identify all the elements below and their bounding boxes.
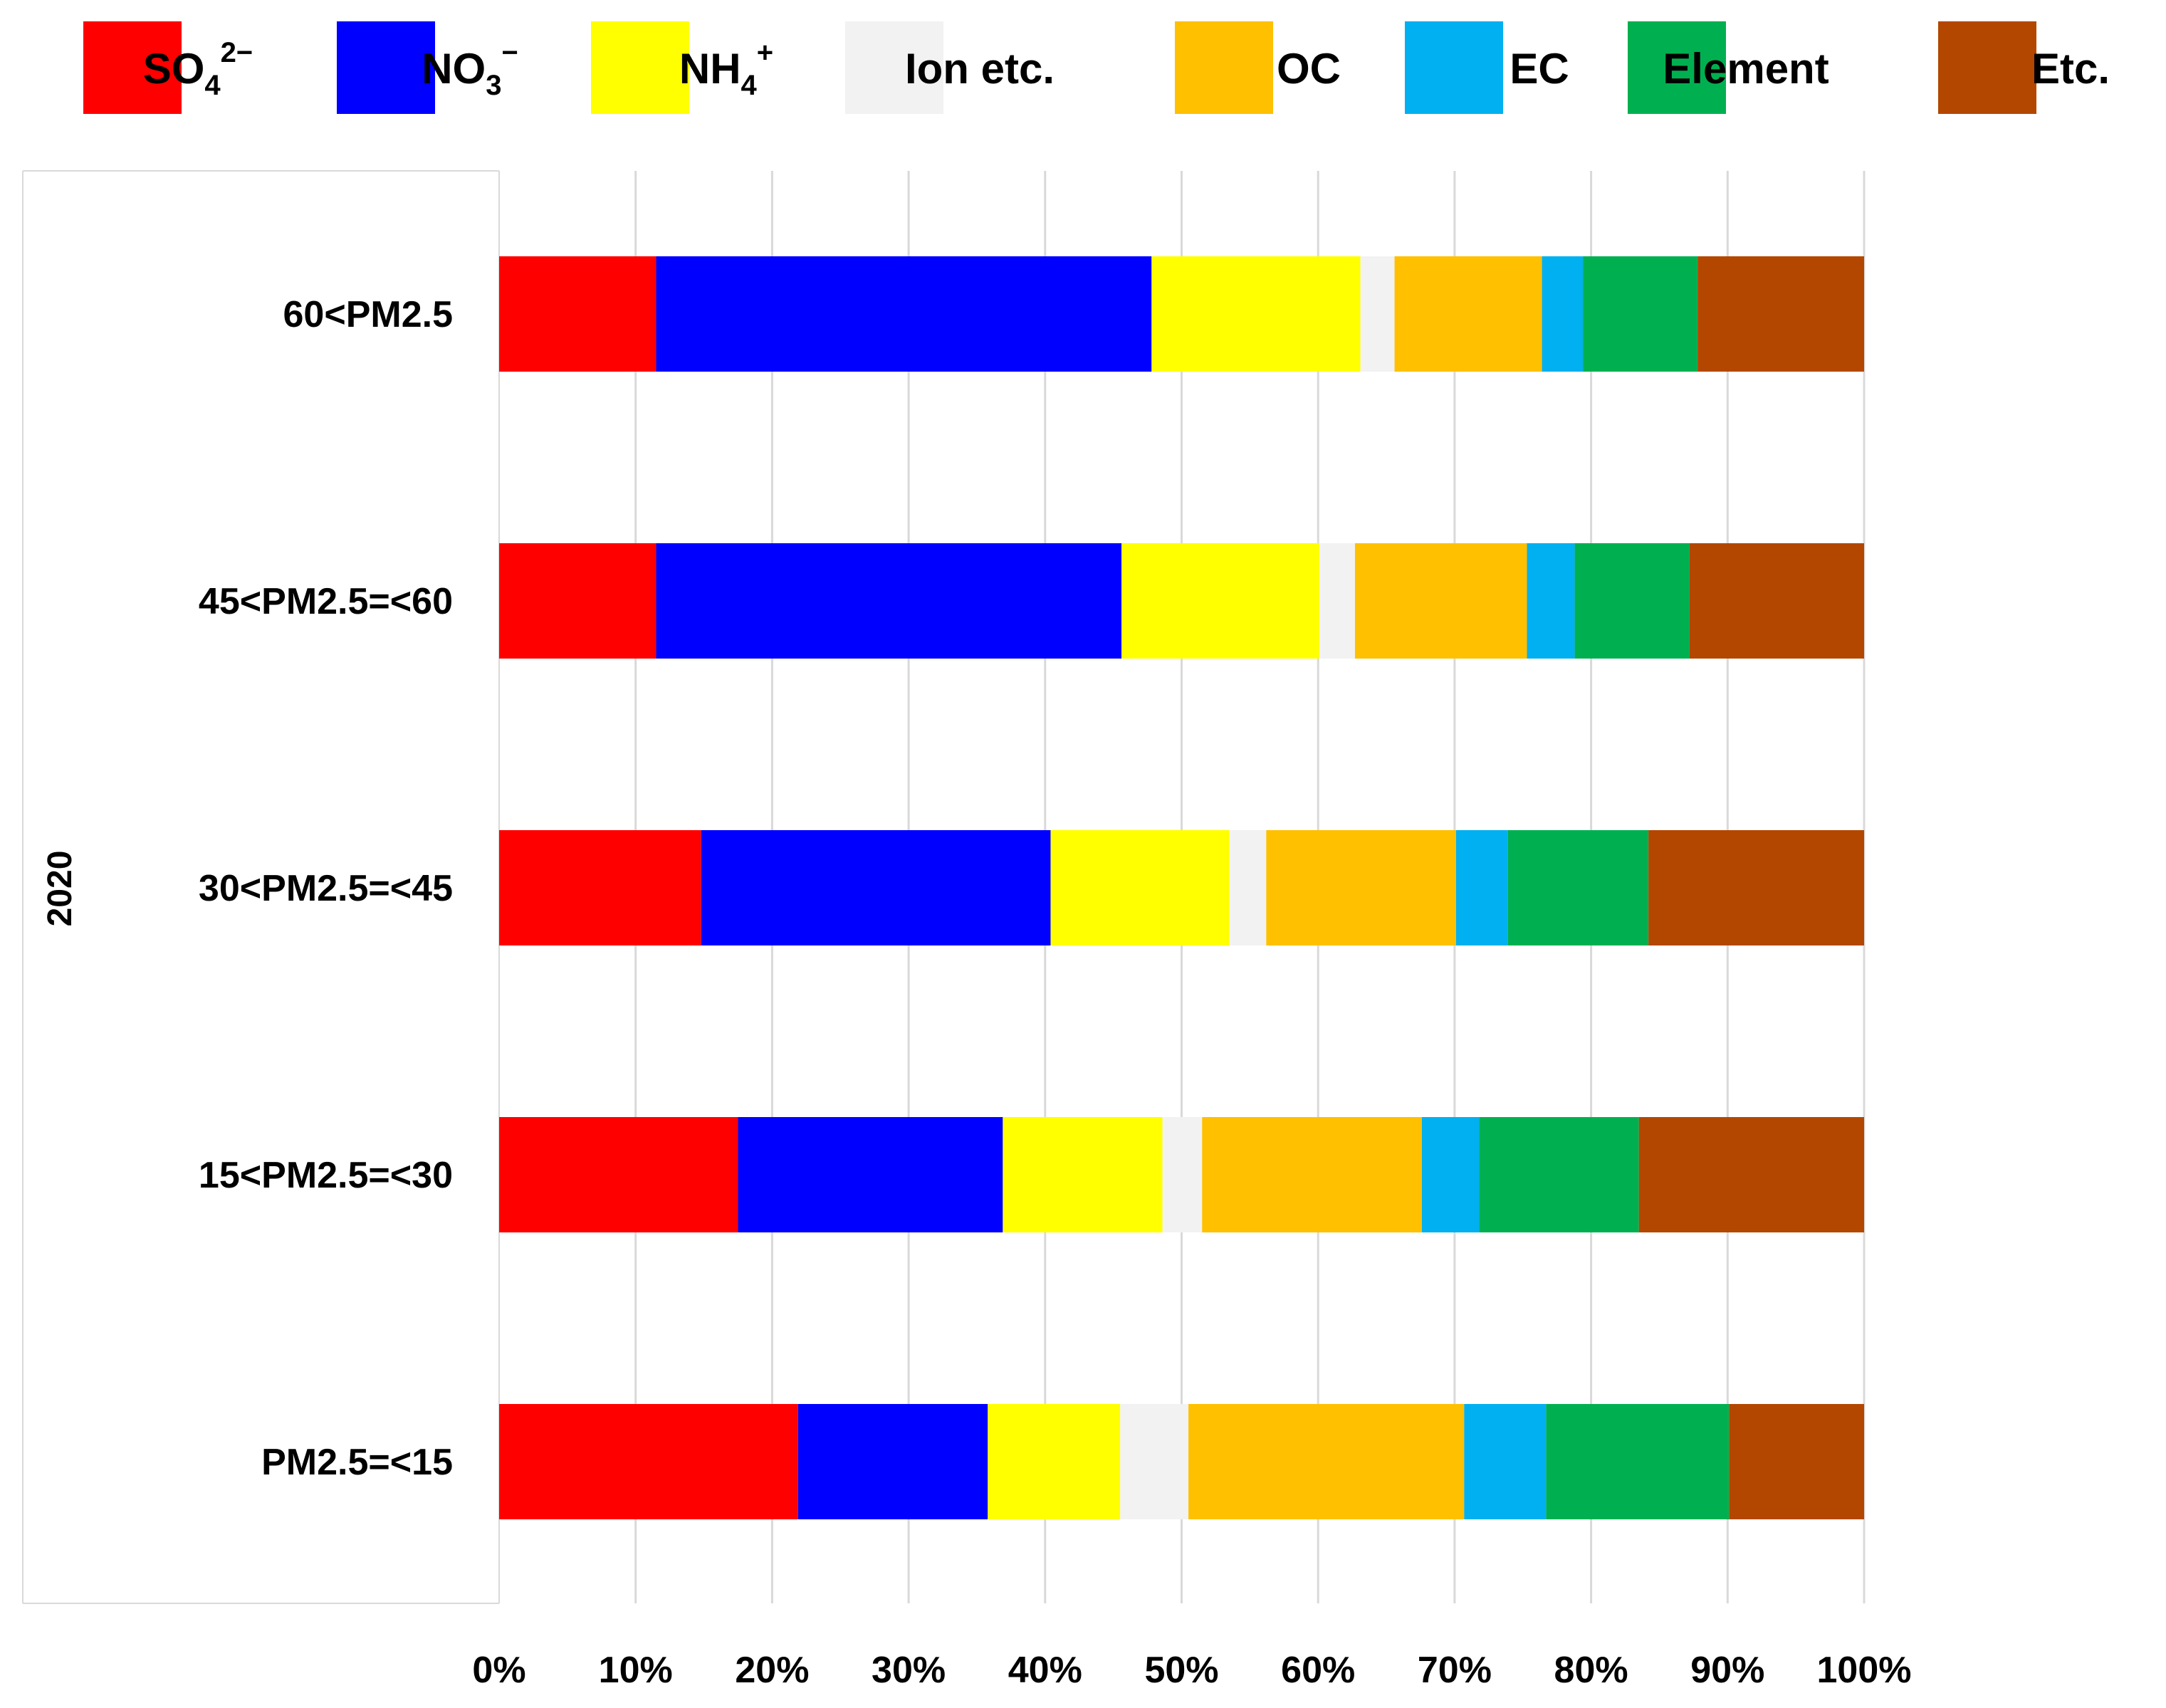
legend-swatch-etc — [1938, 21, 2036, 114]
x-tick-label: 20% — [735, 1650, 809, 1691]
legend-swatch-nh4 — [591, 21, 689, 114]
legend-item-element: Element — [1628, 21, 1829, 114]
legend-item-no3: NO3− — [337, 21, 518, 114]
x-tick-label: 90% — [1690, 1650, 1764, 1691]
bar-segment-etc — [1689, 543, 1864, 659]
legend-label-element: Element — [1663, 45, 1828, 93]
x-tick-label: 10% — [599, 1650, 673, 1691]
legend: SO42− NO3− NH4+ Ion etc. OC EC Element Etc. — [83, 21, 2110, 114]
bar-segment-element — [1574, 543, 1690, 659]
category-label: 45<PM2.5=<60 — [199, 581, 453, 622]
group-label: 2020 — [41, 851, 79, 927]
legend-swatch-element — [1628, 21, 1726, 114]
bar-segment-no3 — [656, 543, 1122, 659]
legend-item-nh4: NH4+ — [591, 21, 773, 114]
legend-item-oc: OC — [1175, 21, 1341, 114]
bar-segment-so4 — [499, 543, 656, 659]
x-tick-label: 100% — [1817, 1650, 1912, 1691]
bar-segment-nh4 — [988, 1404, 1121, 1519]
category-label: 15<PM2.5=<30 — [199, 1155, 453, 1196]
x-tick-label: 70% — [1418, 1650, 1492, 1691]
bar-segment-so4 — [499, 1404, 798, 1519]
bar-segment-no3 — [738, 1117, 1003, 1232]
bar-segment-element — [1479, 1117, 1639, 1232]
bar-segment-nh4 — [1151, 256, 1361, 372]
bar-segment-ion — [1229, 830, 1267, 945]
legend-label-so4: SO42− — [143, 37, 253, 101]
bar-segment-element — [1546, 1404, 1730, 1519]
x-tick-label: 30% — [872, 1650, 946, 1691]
x-tick-label: 50% — [1144, 1650, 1218, 1691]
bar-segment-no3 — [656, 256, 1152, 372]
x-axis-tick-labels: 0% 10% 20% 30% 40% 50% 60% 70% 80% 90% 100% — [472, 1650, 1911, 1691]
category-label: 30<PM2.5=<45 — [199, 868, 453, 909]
x-tick-label: 40% — [1008, 1650, 1082, 1691]
legend-label-ec: EC — [1510, 45, 1569, 93]
legend-label-oc: OC — [1277, 45, 1341, 93]
bar-segment-etc — [1648, 830, 1864, 945]
legend-item-ion: Ion etc. — [845, 21, 1055, 114]
legend-item-ec: EC — [1405, 21, 1569, 114]
x-tick-label: 0% — [472, 1650, 525, 1691]
category-label: PM2.5=<15 — [261, 1442, 453, 1483]
category-labels: 60<PM2.5 45<PM2.5=<60 30<PM2.5=<45 15<PM2.5… — [199, 294, 453, 1483]
bar-segment-oc — [1354, 543, 1527, 659]
bar-segment-oc — [1266, 830, 1456, 945]
legend-swatch-so4 — [83, 21, 182, 114]
legend-label-ion: Ion etc. — [905, 45, 1055, 93]
bar-segment-ec — [1527, 543, 1575, 659]
bar-segment-so4 — [499, 1117, 738, 1232]
legend-label-etc: Etc. — [2031, 45, 2110, 93]
x-tick-label: 80% — [1554, 1650, 1628, 1691]
bar-segment-ec — [1421, 1117, 1480, 1232]
bar-segment-oc — [1394, 256, 1542, 372]
bar-segment-so4 — [499, 830, 701, 945]
bar-segment-oc — [1188, 1404, 1465, 1519]
bar-segment-oc — [1202, 1117, 1422, 1232]
bar-segment-ion — [1319, 543, 1355, 659]
bar-segment-element — [1507, 830, 1649, 945]
legend-swatch-no3 — [337, 21, 435, 114]
legend-label-nh4: NH4+ — [679, 37, 773, 101]
bar-segment-etc — [1638, 1117, 1864, 1232]
bar-segment-etc — [1697, 256, 1864, 372]
bar-segment-nh4 — [1003, 1117, 1163, 1232]
legend-swatch-oc — [1175, 21, 1273, 114]
bar-segment-ion — [1162, 1117, 1203, 1232]
legend-swatch-ec — [1405, 21, 1503, 114]
bar-segment-element — [1583, 256, 1698, 372]
bar-segment-ec — [1455, 830, 1508, 945]
legend-label-no3: NO3− — [422, 37, 518, 101]
legend-item-etc: Etc. — [1938, 21, 2110, 114]
category-label: 60<PM2.5 — [283, 294, 454, 335]
bar-segment-ec — [1464, 1404, 1547, 1519]
bar-segment-nh4 — [1121, 543, 1320, 659]
bar-segment-ion — [1120, 1404, 1189, 1519]
x-tick-label: 60% — [1281, 1650, 1355, 1691]
bars — [499, 256, 1864, 1519]
bar-segment-nh4 — [1050, 830, 1230, 945]
bar-segment-ec — [1542, 256, 1584, 372]
legend-swatch-ion — [845, 21, 943, 114]
bar-segment-no3 — [797, 1404, 988, 1519]
bar-segment-no3 — [701, 830, 1051, 945]
legend-item-so4: SO42− — [83, 21, 253, 114]
bar-segment-etc — [1729, 1404, 1864, 1519]
bar-segment-so4 — [499, 256, 656, 372]
bar-segment-ion — [1360, 256, 1395, 372]
